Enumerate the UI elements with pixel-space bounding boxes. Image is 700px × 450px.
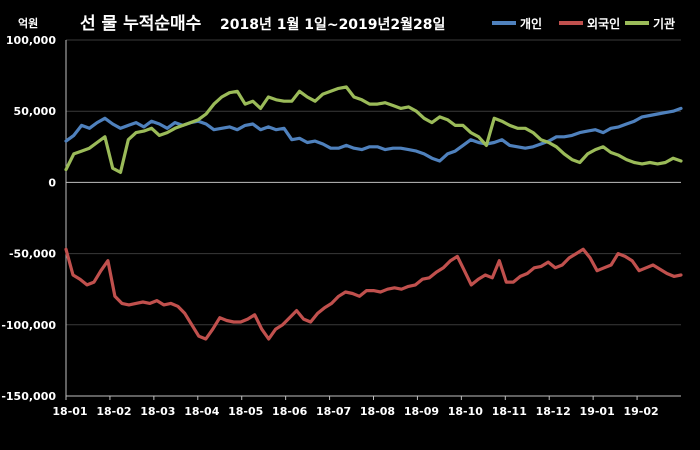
x-tick-labels: 18-01 18-02 18-03 18-04 18-05 18-06 18-07 18-08…: [52, 405, 658, 418]
x-tick-label: 18-02: [96, 405, 131, 418]
chart-title: 선 물 누적순매수: [80, 14, 202, 34]
y-tick-label: 100,000: [6, 34, 56, 47]
x-tick-label: 18-07: [316, 405, 351, 418]
series-line-개인: [64, 106, 683, 163]
x-tick-label: 18-09: [404, 405, 439, 418]
gridlines: [66, 39, 681, 326]
axes: [65, 40, 681, 400]
y-tick-label: -50,000: [9, 248, 56, 261]
x-tick-label: 18-11: [492, 405, 527, 418]
x-tick-label: 18-08: [360, 405, 395, 418]
legend: 개인 외국인 기관: [492, 16, 675, 31]
unit-label: 억원: [18, 16, 38, 30]
x-tick-label: 19-01: [580, 405, 615, 418]
series-lines: [64, 85, 683, 341]
y-tick-label: -150,000: [1, 390, 56, 403]
x-tick-label: 19-02: [623, 405, 658, 418]
y-tick-labels: 100,000 50,000 0 -50,000 -100,000 -150,000: [1, 34, 56, 403]
legend-label: 개인: [520, 16, 542, 31]
x-tick-label: 18-10: [448, 405, 484, 418]
x-tick-label: 18-01: [52, 405, 87, 418]
y-tick-label: -100,000: [1, 319, 56, 332]
x-tick-label: 18-05: [228, 405, 263, 418]
series-line-기관: [64, 85, 683, 174]
chart-subtitle: 2018년 1월 1일~2019년2월28일: [220, 16, 445, 33]
series-line-외국인: [64, 247, 683, 341]
x-tick-label: 18-06: [272, 405, 308, 418]
legend-label: 기관: [653, 16, 675, 31]
x-tick-label: 18-04: [184, 405, 220, 418]
x-tick-label: 18-03: [140, 405, 175, 418]
legend-label: 외국인: [587, 16, 620, 31]
y-tick-label: 50,000: [14, 105, 57, 118]
x-tick-label: 18-12: [536, 405, 571, 418]
y-tick-label: 0: [48, 176, 56, 189]
